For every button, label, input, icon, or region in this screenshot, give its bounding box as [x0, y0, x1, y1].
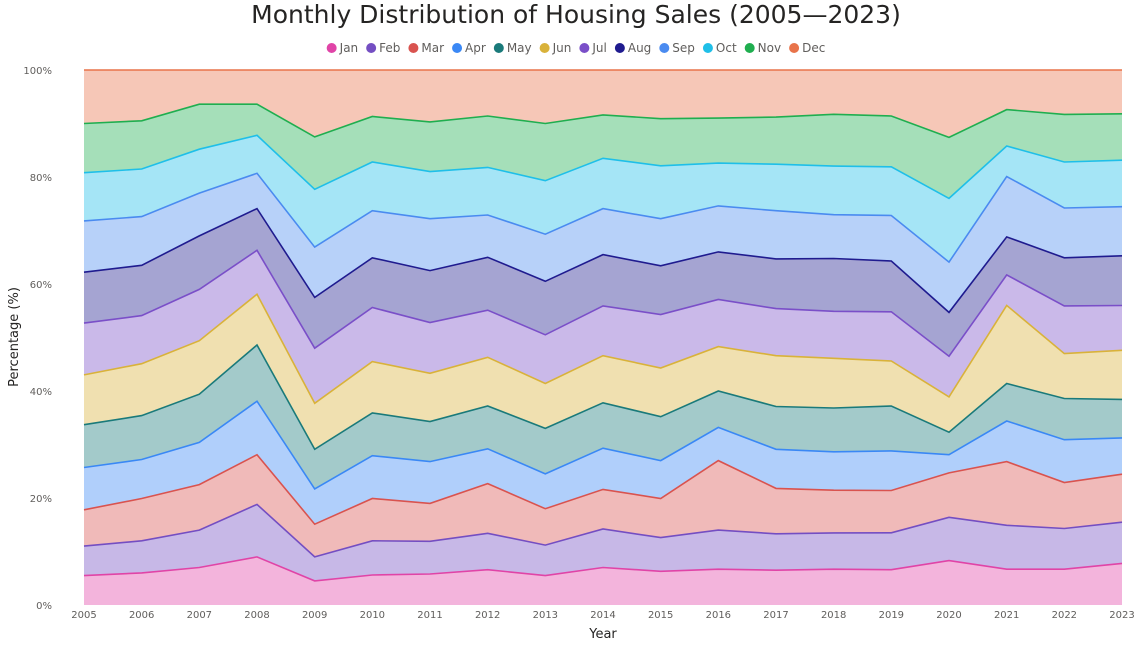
x-tick-label: 2006: [129, 610, 154, 621]
line-apr: [83, 400, 1123, 490]
x-tick-label: 2013: [533, 610, 558, 621]
y-axis-label: Percentage (%): [7, 287, 22, 387]
legend-label-jan: Jan: [339, 41, 359, 55]
x-axis-label: Year: [588, 627, 617, 642]
legend-label-feb: Feb: [379, 41, 400, 55]
area-apr: [84, 401, 1122, 525]
x-tick-label: 2005: [71, 610, 96, 621]
legend-marker-oct: [702, 43, 713, 53]
legend-label-may: May: [507, 41, 532, 55]
line-may: [83, 343, 1123, 451]
x-tick-label: 2017: [763, 610, 788, 621]
line-aug: [83, 207, 1123, 314]
line-mar: [83, 453, 1123, 526]
x-tick-label: 2010: [360, 610, 385, 621]
legend-marker-feb: [366, 43, 377, 53]
x-tick-label: 2020: [936, 610, 961, 621]
legend-label-sep: Sep: [672, 41, 695, 55]
y-tick-label: 100%: [23, 66, 52, 77]
x-tick-label: 2014: [590, 610, 615, 621]
y-axis: 0% 20% 40% 60% 80% 100%: [23, 66, 52, 612]
legend-marker-jul: [579, 43, 590, 53]
legend-marker-nov: [744, 43, 755, 53]
x-tick-label: 2016: [706, 610, 731, 621]
line-jun: [83, 292, 1123, 405]
legend-label-nov: Nov: [758, 41, 781, 55]
x-tick-label: 2012: [475, 610, 500, 621]
area-jan: [84, 556, 1122, 605]
area-sep: [84, 173, 1122, 313]
legend-label-jun: Jun: [552, 41, 572, 55]
line-jan: [83, 556, 1123, 582]
x-tick-label: 2019: [879, 610, 904, 621]
legend-label-apr: Apr: [465, 41, 486, 55]
series-areas: [84, 70, 1122, 605]
legend-marker-aug: [614, 43, 625, 53]
y-tick-label: 80%: [30, 173, 52, 184]
legend-marker-may: [493, 43, 504, 53]
legend-marker-sep: [659, 43, 670, 53]
series-lines: [83, 69, 1123, 582]
legend-marker-jan: [326, 43, 337, 53]
legend-label-dec: Dec: [802, 41, 825, 55]
legend-marker-jun: [539, 43, 550, 53]
area-jun: [84, 294, 1122, 450]
area-feb: [84, 504, 1122, 581]
legend-label-aug: Aug: [628, 41, 651, 55]
chart-title: Monthly Distribution of Housing Sales (2…: [251, 0, 901, 29]
x-tick-label: 2021: [994, 610, 1019, 621]
x-tick-label: 2022: [1052, 610, 1077, 621]
line-oct: [83, 134, 1123, 200]
y-tick-label: 0%: [36, 601, 52, 612]
x-tick-label: 2011: [417, 610, 442, 621]
line-sep: [83, 172, 1123, 264]
area-dec: [84, 70, 1122, 138]
legend-marker-apr: [452, 43, 463, 53]
area-aug: [84, 208, 1122, 357]
area-mar: [84, 454, 1122, 557]
area-may: [84, 345, 1122, 489]
line-nov: [83, 103, 1123, 139]
x-tick-label: 2008: [244, 610, 269, 621]
line-jul: [83, 249, 1123, 358]
x-tick-label: 2018: [821, 610, 846, 621]
x-tick-label: 2009: [302, 610, 327, 621]
legend-marker-mar: [408, 43, 419, 53]
x-tick-label: 2007: [187, 610, 212, 621]
area-jul: [84, 250, 1122, 404]
y-tick-label: 40%: [30, 387, 52, 398]
legend-label-mar: Mar: [421, 41, 444, 55]
legend-label-oct: Oct: [716, 41, 737, 55]
y-tick-label: 60%: [30, 280, 52, 291]
line-feb: [83, 503, 1123, 558]
x-axis: 2005 2006 2007 2008 2009 2010 2011 2012 2013 2014…: [71, 610, 1134, 621]
x-tick-label: 2023: [1109, 610, 1134, 621]
legend: Jan Feb Mar Apr May Jun Jul Aug Sep Oct Nov Dec: [326, 41, 825, 55]
y-tick-label: 20%: [30, 494, 52, 505]
x-tick-label: 2015: [648, 610, 673, 621]
legend-marker-dec: [789, 43, 800, 53]
legend-label-jul: Jul: [591, 41, 606, 55]
